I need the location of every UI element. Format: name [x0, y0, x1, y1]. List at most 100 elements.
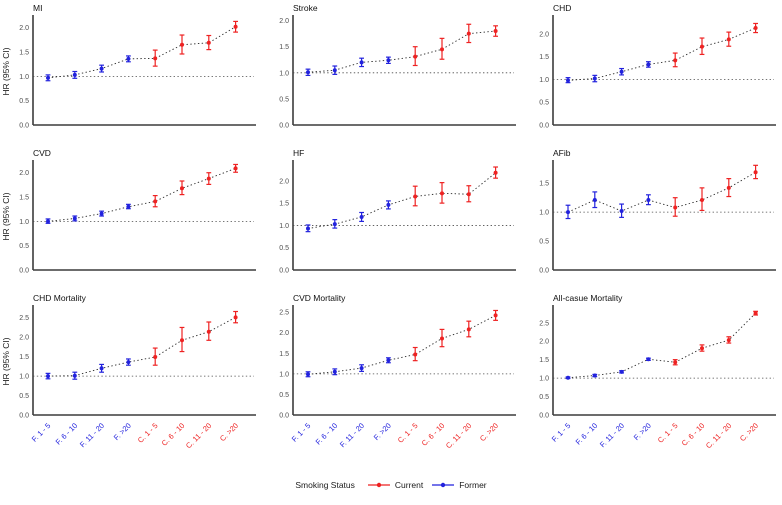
legend-label-former: Former	[459, 480, 487, 490]
y-tick-label: 1.0	[279, 70, 289, 77]
ci-point	[493, 25, 498, 37]
trend-line	[307, 172, 496, 229]
x-tick-label: F. 1 - 5	[30, 421, 53, 444]
ci-point	[619, 369, 624, 374]
chart-mi: MI HR (95% CI) 0.0 0.5 1.0 1.5 2.0	[1, 3, 256, 130]
panel-title: Stroke	[293, 3, 318, 13]
y-tick-label: 0.0	[19, 123, 29, 130]
panel-stroke: Stroke 0.0 0.5 1.0 1.5 2.0	[260, 0, 520, 145]
panel-chd: CHD 0.0 0.5 1.0 1.5 2.0	[520, 0, 782, 145]
ci-point	[466, 185, 472, 203]
ci-point	[466, 320, 472, 338]
ci-point	[726, 178, 732, 198]
ci-point	[359, 57, 364, 68]
trend-line	[47, 26, 236, 79]
y-tick-label: 1.5	[279, 351, 289, 358]
y-tick-label: 0.5	[539, 100, 549, 107]
ci-point	[466, 23, 472, 44]
x-tick-label: F. 6 - 10	[314, 421, 340, 447]
ci-point	[493, 309, 498, 321]
x-tick-label: F. 11 - 20	[78, 421, 106, 449]
x-tick-label: F. >20	[372, 421, 393, 442]
ci-point	[753, 164, 758, 180]
y-tick-label: 1.0	[279, 371, 289, 378]
ci-point	[305, 371, 311, 378]
y-tick-label: 0.0	[279, 268, 289, 275]
y-tick-label: 0.5	[279, 96, 289, 103]
panel-title: CVD Mortality	[293, 293, 346, 303]
panel-title: HF	[293, 148, 304, 158]
ci-point	[439, 328, 445, 348]
y-tick-label: 2.5	[19, 315, 29, 322]
panel-hf: HF 0.0 0.5 1.0 1.5 2.0	[260, 145, 520, 290]
ci-point	[699, 37, 705, 56]
y-tick-label: 0.0	[539, 123, 549, 130]
y-axis-label: HR (95% CI)	[1, 337, 11, 385]
ci-point	[699, 344, 705, 352]
y-tick-label: 1.5	[539, 54, 549, 61]
chart-afib: AFib 0.0 0.5 1.0 1.5	[539, 148, 776, 275]
x-tick-label: C. 11 - 20	[444, 421, 473, 450]
former-marker-icon	[432, 482, 455, 488]
y-tick-label: 2.0	[19, 25, 29, 32]
x-tick-label: C. >20	[478, 421, 500, 443]
ci-point	[493, 166, 498, 179]
ci-point	[45, 372, 51, 380]
ci-point	[359, 211, 364, 223]
x-tick-label: C. 6 - 10	[680, 421, 707, 448]
panel-all-casue-mortality: All-casue Mortality 0.0 0.5 1.0 1.5 2.0 2.5 F. …	[520, 290, 782, 480]
ci-point	[412, 46, 418, 67]
x-tick-label: C. 6 - 10	[420, 421, 447, 448]
y-tick-label: 2.0	[279, 18, 289, 25]
current-marker-icon	[367, 482, 390, 488]
y-tick-label: 0.5	[279, 392, 289, 399]
ci-point	[152, 194, 158, 208]
ci-point	[619, 67, 624, 76]
y-tick-label: 1.0	[19, 219, 29, 226]
y-tick-label: 0.0	[279, 123, 289, 130]
y-tick-label: 1.0	[539, 210, 549, 217]
x-tick-label: C. 1 - 5	[656, 421, 680, 445]
y-tick-label: 0.5	[19, 393, 29, 400]
trend-line	[307, 315, 496, 375]
y-tick-label: 1.0	[279, 223, 289, 230]
ci-point	[206, 34, 212, 51]
x-tick-label: C. 1 - 5	[136, 421, 160, 445]
ci-point	[412, 185, 418, 207]
trend-line	[47, 167, 236, 222]
x-tick-label: C. 11 - 20	[184, 421, 213, 450]
ci-point	[332, 219, 338, 229]
panel-cvd: CVD HR (95% CI) 0.0 0.5 1.0 1.5 2.0	[0, 145, 260, 290]
ci-point	[99, 363, 104, 373]
ci-point	[592, 191, 598, 209]
y-tick-label: 1.0	[19, 74, 29, 81]
y-tick-label: 2.5	[279, 310, 289, 317]
y-tick-label: 2.5	[539, 320, 549, 327]
ci-point	[672, 52, 678, 68]
panel-mi: MI HR (95% CI) 0.0 0.5 1.0 1.5 2.0	[0, 0, 260, 145]
y-tick-label: 1.5	[279, 201, 289, 208]
ci-point	[99, 210, 104, 217]
ci-point	[72, 215, 78, 222]
panel-title: CVD	[33, 148, 51, 158]
y-tick-label: 0.5	[539, 239, 549, 246]
x-tick-label: C. 1 - 5	[396, 421, 420, 445]
y-tick-label: 2.0	[539, 31, 549, 38]
y-tick-label: 1.5	[19, 354, 29, 361]
ci-point	[386, 357, 391, 364]
ci-point	[72, 70, 78, 79]
legend: Smoking Status Current Former	[0, 474, 782, 496]
trend-line	[567, 312, 756, 379]
x-tick-label: F. 1 - 5	[290, 421, 313, 444]
y-tick-label: 2.0	[19, 335, 29, 342]
ci-point	[126, 203, 131, 210]
y-tick-label: 2.0	[539, 339, 549, 346]
trend-line	[567, 27, 756, 81]
x-tick-label: F. 11 - 20	[598, 421, 626, 449]
legend-label-current: Current	[394, 480, 424, 490]
y-tick-label: 0.5	[19, 98, 29, 105]
x-tick-label: F. 6 - 10	[574, 421, 600, 447]
y-tick-label: 0.5	[539, 394, 549, 401]
